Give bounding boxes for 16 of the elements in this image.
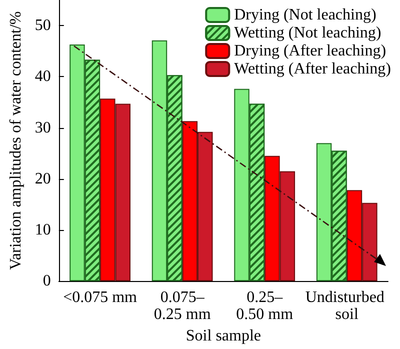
x-axis-title: Soil sample — [186, 328, 262, 344]
legend-label: Drying (Not leaching) — [234, 6, 376, 24]
legend-label: Drying (After leaching) — [234, 42, 386, 60]
legend-label: Wetting (Not leaching) — [234, 24, 382, 42]
legend-label: Wetting (After leaching) — [234, 60, 392, 78]
x-tick-label: <0.075 mm — [63, 289, 138, 306]
x-tick-label: Undisturbed soil — [305, 289, 388, 324]
y-tick-label: 40 — [34, 68, 51, 86]
x-tick-label: 0.075–0.25 mm — [154, 289, 212, 324]
y-tick-label: 10 — [34, 221, 51, 238]
y-tick-label: 0 — [42, 272, 51, 290]
y-tick-label: 20 — [34, 170, 51, 188]
x-tick-label: 0.25–0.50 mm — [236, 289, 294, 324]
y-tick-label: 50 — [34, 17, 51, 34]
y-axis-title: Variation amplitudes of water content/% — [8, 11, 24, 270]
y-tick-label: 30 — [34, 119, 51, 136]
